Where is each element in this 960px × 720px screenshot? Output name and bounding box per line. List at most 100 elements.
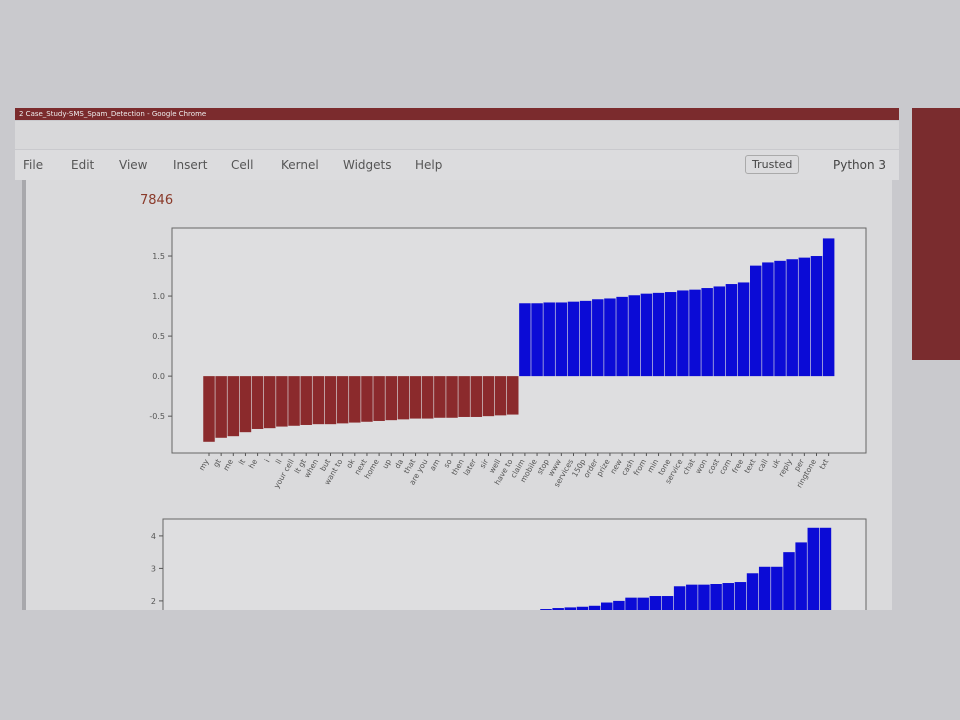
bar [567,301,580,377]
x-tick-label: txt [817,457,830,470]
x-tick-label: com [717,458,733,476]
bar [264,376,276,429]
bar [482,376,495,417]
bar [822,238,835,377]
bar [446,376,458,418]
x-tick-label: me [221,457,235,472]
bar [637,597,649,610]
y-tick-label: -0.5 [149,412,165,421]
bar [734,582,747,610]
trusted-badge[interactable]: Trusted [745,155,800,174]
bar [215,376,227,438]
bar [698,584,710,610]
x-tick-label: lt [237,457,247,466]
bar [239,376,252,433]
bar [750,265,762,377]
kernel-name: Python 3 [833,158,887,172]
bar [276,376,288,427]
address-bar [15,121,899,149]
bar [661,596,674,610]
bar [494,376,507,416]
x-tick-label: da [393,458,405,471]
bar [324,376,337,425]
menu-item[interactable]: View [119,158,148,172]
bar [288,376,300,426]
x-tick-label: from [632,458,649,478]
bar [421,376,434,419]
bar [470,376,483,417]
bar [579,300,592,377]
bar [564,607,577,610]
bar [795,542,807,610]
bar [722,583,734,610]
bar [807,527,820,610]
x-tick-label: i [263,458,272,464]
x-tick-label: chat [681,457,697,476]
bar [613,600,625,610]
bar [758,566,771,610]
bar [397,376,410,420]
bar [737,282,750,377]
menu-item[interactable]: File [23,158,44,172]
bar [300,376,312,425]
bar [625,597,637,610]
bar [640,293,653,377]
bar [251,376,264,429]
bar [434,376,446,418]
menu-bar: Trusted Python 3 File Edit View Insert Cell K… [15,150,899,180]
x-tick-label: later [462,457,479,477]
bar [385,376,397,421]
bar [588,605,601,610]
bar [349,376,361,423]
bar [312,376,325,425]
bar [601,602,613,610]
bar [725,284,738,377]
bar [604,298,616,377]
menu-item[interactable]: Cell [231,158,254,172]
bar [531,303,543,377]
x-tick-label: free [730,457,745,475]
y-tick-label: 0.0 [152,372,165,381]
bar [810,256,823,377]
y-tick-label: 4 [151,532,156,541]
cell-output: 7846 [140,193,174,208]
bar [203,376,215,442]
bar [798,257,811,377]
bar [713,286,726,377]
y-tick-label: 0.5 [152,332,165,341]
bar [336,376,349,424]
y-tick-label: 2 [151,597,156,606]
menu-item[interactable]: Kernel [281,158,319,172]
x-tick-label: up [380,457,393,470]
bar [373,376,385,421]
bar [592,299,604,377]
bar [786,259,798,377]
x-tick-label: my [197,457,211,472]
bar [677,290,689,377]
menu-item[interactable]: Widgets [343,158,392,172]
bar [664,292,677,377]
bar [762,262,774,377]
menu-item[interactable]: Insert [173,158,208,172]
bar [616,296,628,377]
bar [543,302,555,377]
menu-item[interactable]: Edit [71,158,95,172]
tab-bar: 2 Case_Study-SMS_Spam_Detection - Google… [15,108,899,120]
bar [686,584,698,610]
y-tick-label: 1.5 [152,252,165,261]
x-tick-label: am [428,458,442,473]
bar [458,376,470,417]
bar [576,606,589,610]
bar [710,584,722,610]
bar [628,295,640,377]
y-tick-label: 3 [151,564,156,573]
menu-item[interactable]: Help [415,158,443,172]
y-tick-label: 1.0 [152,292,165,301]
plot-area [171,227,867,454]
bar [771,566,783,610]
bar [746,573,759,610]
x-tick-label: ll [274,458,284,466]
bar [673,586,686,610]
